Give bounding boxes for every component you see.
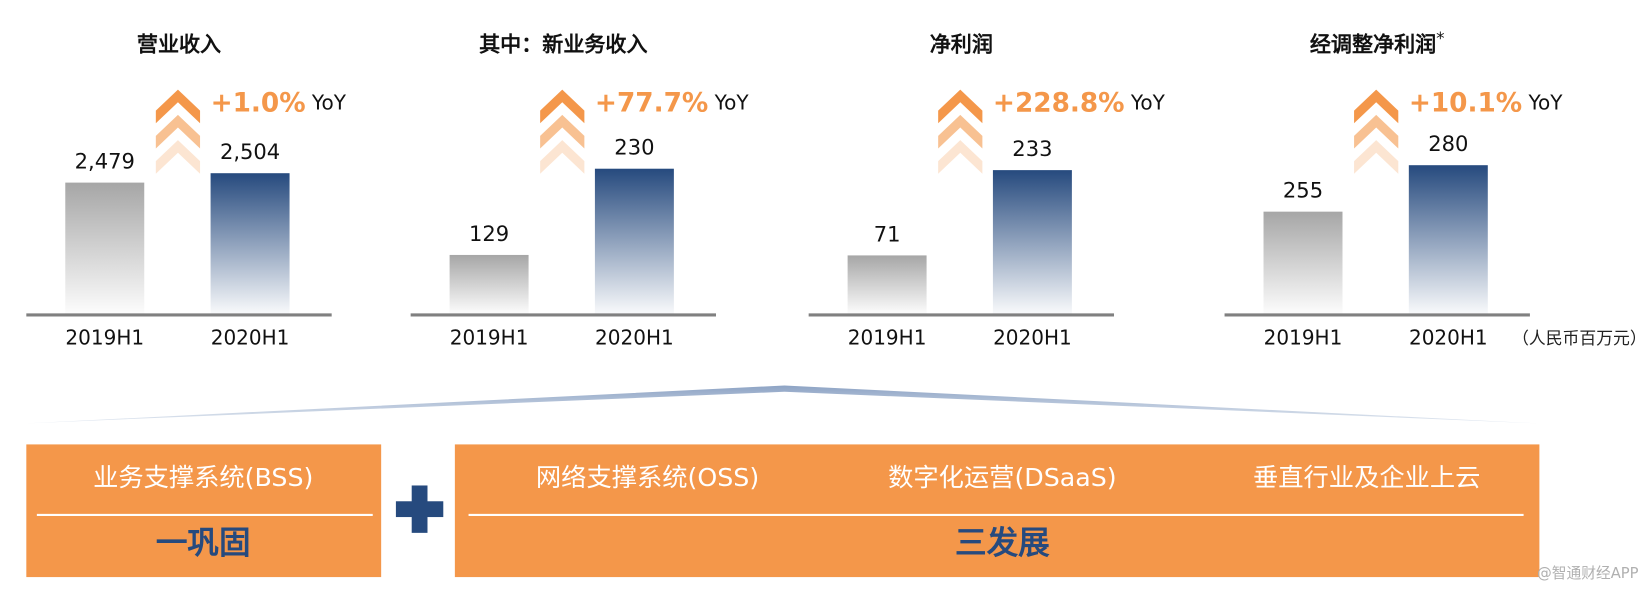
value-label: 255: [1283, 178, 1323, 203]
title-text: 其中：新业务收入: [479, 31, 647, 56]
strategy-item: 垂直行业及企业上云: [1253, 463, 1480, 492]
growth-arrow: [938, 89, 983, 174]
growth-arrow: [540, 89, 585, 174]
yoy-annotation: +1.0% YoY: [211, 88, 347, 118]
strategy-label: 一巩固: [156, 525, 251, 561]
yoy-value: +1.0%: [211, 88, 306, 118]
x-tick-label: 2019H1: [1264, 326, 1343, 350]
plus-icon: [395, 485, 444, 533]
yoy-value: +77.7%: [595, 88, 708, 118]
value-label: 280: [1428, 131, 1468, 156]
yoy-value: +228.8%: [993, 88, 1125, 118]
yoy-annotation: +228.8% YoY: [993, 88, 1166, 118]
chart: 净利润 71 2019H1 233 2020H1 +228.8% YoY: [808, 31, 1166, 350]
title-text: 净利润: [930, 31, 993, 56]
chart-title: 经调整净利润*: [1310, 28, 1445, 56]
bar: [210, 173, 290, 314]
right-box: [454, 444, 1540, 578]
watermark: @智通财经APP: [1537, 564, 1639, 582]
chart-title: 净利润: [930, 31, 993, 56]
value-label: 129: [469, 221, 509, 246]
growth-arrow: [155, 89, 201, 174]
yoy-suffix: YoY: [1527, 90, 1563, 114]
yoy-suffix: YoY: [1130, 90, 1166, 114]
x-tick-label: 2020H1: [595, 326, 674, 350]
chart: 其中：新业务收入 129 2019H1 230 2020H1 +77.7% YoY: [410, 31, 749, 350]
x-tick-label: 2019H1: [848, 326, 927, 350]
connector: [26, 385, 1538, 424]
strategy-item: 数字化运营(DSaaS): [888, 463, 1117, 492]
unit-label: （人民币百万元）: [1512, 328, 1647, 348]
bar: [449, 254, 529, 314]
strategy-item: 业务支撑系统(BSS): [93, 463, 313, 492]
strategy-label: 三发展: [955, 525, 1050, 561]
strategy-item: 网络支撑系统(OSS): [536, 463, 759, 492]
value-label: 2,504: [220, 139, 280, 164]
bar: [847, 255, 927, 314]
yoy-suffix: YoY: [311, 90, 347, 114]
bar: [65, 182, 145, 314]
bar: [1263, 211, 1343, 314]
x-tick-label: 2020H1: [211, 326, 290, 350]
title-text: 经调整净利润: [1310, 31, 1436, 56]
title-text: 营业收入: [137, 31, 221, 56]
yoy-annotation: +10.1% YoY: [1409, 88, 1563, 118]
chart: 营业收入 2,479 2019H1 2,504 2020H1 +1.0% YoY: [26, 31, 347, 350]
bar: [594, 168, 674, 314]
x-tick-label: 2019H1: [65, 326, 144, 350]
bar: [992, 170, 1072, 314]
yoy-suffix: YoY: [714, 90, 750, 114]
chart-title: 营业收入: [137, 31, 221, 56]
bar: [1408, 165, 1488, 314]
growth-arrow: [1354, 89, 1399, 174]
chart: 经调整净利润* 255 2019H1 280 2020H1 +10.1% YoY: [1224, 28, 1563, 350]
left-box: [26, 444, 382, 578]
x-tick-label: 2020H1: [1409, 326, 1488, 350]
yoy-annotation: +77.7% YoY: [595, 88, 749, 118]
x-tick-label: 2019H1: [450, 326, 529, 350]
title-suffix: *: [1436, 28, 1444, 48]
value-label: 233: [1012, 136, 1052, 161]
value-label: 230: [614, 135, 654, 160]
chart-title: 其中：新业务收入: [479, 31, 647, 56]
value-label: 71: [874, 221, 901, 246]
x-tick-label: 2020H1: [993, 326, 1072, 350]
yoy-value: +10.1%: [1409, 88, 1522, 118]
value-label: 2,479: [75, 149, 135, 174]
